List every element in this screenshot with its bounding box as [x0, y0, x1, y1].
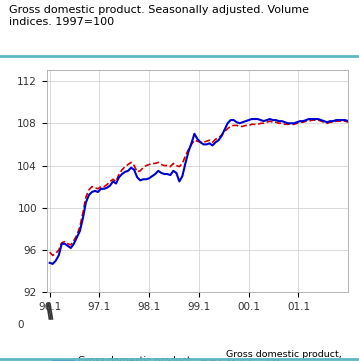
- Text: 0: 0: [18, 319, 24, 330]
- Legend: Gross domestic product, Gross domestic product,
Mainland-Norway: Gross domestic product, Gross domestic p…: [49, 346, 346, 361]
- Text: Gross domestic product. Seasonally adjusted. Volume
indices. 1997=100: Gross domestic product. Seasonally adjus…: [9, 5, 309, 27]
